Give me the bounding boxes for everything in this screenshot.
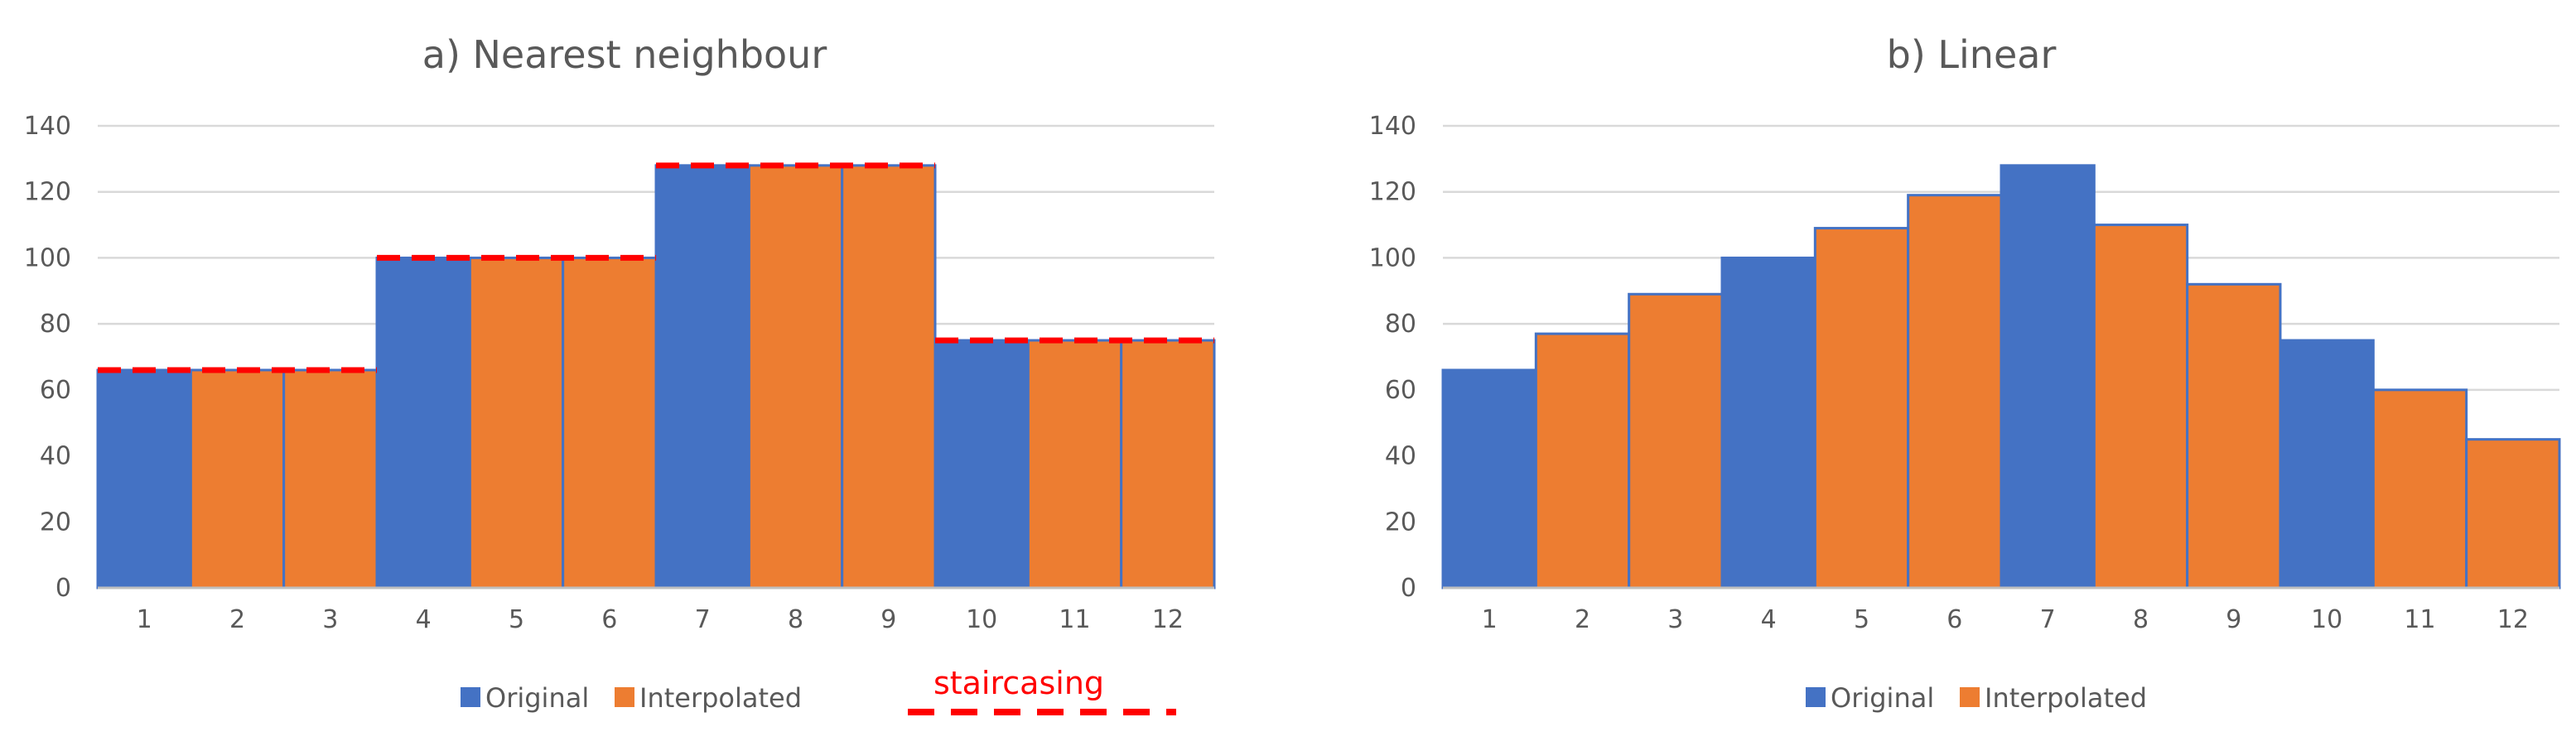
bar-original	[1720, 256, 1816, 590]
bar-interpolated	[562, 256, 658, 590]
chart-title: b) Linear	[1887, 32, 2057, 77]
y-tick-label: 140	[1369, 112, 1416, 141]
bar-original	[96, 368, 192, 590]
bar-interpolated	[2371, 388, 2468, 590]
bar-original	[654, 164, 750, 590]
x-tick-label: 10	[966, 605, 997, 634]
bar-interpolated	[1120, 339, 1216, 590]
y-tick-label: 80	[1385, 310, 1416, 339]
y-tick-label: 20	[40, 508, 71, 537]
x-tick-label: 3	[322, 605, 338, 634]
chart-legend: Original Interpolated	[461, 682, 802, 714]
bar-interpolated	[282, 368, 379, 590]
x-tick-label: 7	[695, 605, 711, 634]
bar-interpolated	[841, 164, 937, 590]
y-tick-label: 80	[40, 310, 71, 339]
staircasing-label: staircasing	[933, 665, 1104, 701]
bar-original	[933, 339, 1030, 590]
y-tick-label: 40	[40, 442, 71, 471]
legend-swatch-original	[461, 687, 480, 707]
y-tick-label: 140	[24, 112, 71, 141]
x-tick-label: 8	[788, 605, 803, 634]
staircasing-annotation: staircasing	[908, 665, 1176, 715]
legend-label-interpolated: Interpolated	[639, 682, 802, 714]
x-tick-label: 2	[229, 605, 245, 634]
bar-interpolated	[1628, 292, 1724, 590]
chart-legend: Original Interpolated	[1806, 682, 2147, 714]
y-tick-label: 0	[55, 574, 71, 603]
bar-interpolated	[2186, 282, 2282, 590]
y-tick-label: 60	[40, 376, 71, 405]
x-tick-label: 4	[416, 605, 432, 634]
bar-original	[1441, 368, 1537, 590]
bar-interpolated	[747, 164, 844, 590]
bar-interpolated	[1534, 332, 1631, 590]
bar-interpolated	[2465, 438, 2561, 590]
bar-interpolated	[1026, 339, 1123, 590]
x-tick-label: 1	[137, 605, 152, 634]
bar-original	[2000, 164, 2096, 590]
y-tick-label: 100	[1369, 243, 1416, 272]
bar-interpolated	[468, 256, 565, 590]
y-tick-label: 60	[1385, 376, 1416, 405]
y-tick-label: 100	[24, 243, 71, 272]
legend-swatch-original	[1806, 687, 1826, 707]
x-tick-label: 12	[1152, 605, 1184, 634]
x-tick-label: 3	[1667, 605, 1683, 634]
bar-interpolated	[2092, 224, 2189, 590]
legend-label-original: Original	[1831, 682, 1934, 714]
x-tick-label: 11	[1059, 605, 1090, 634]
y-tick-label: 0	[1401, 574, 1416, 603]
x-tick-label: 12	[2497, 605, 2529, 634]
chart-title: a) Nearest neighbour	[422, 32, 827, 77]
bar-original	[375, 256, 471, 590]
x-tick-label: 6	[601, 605, 617, 634]
legend-label-interpolated: Interpolated	[1985, 682, 2147, 714]
y-tick-label: 40	[1385, 442, 1416, 471]
bar-interpolated	[1813, 227, 1910, 590]
x-tick-label: 8	[2133, 605, 2149, 634]
legend-swatch-interpolated	[615, 687, 634, 707]
y-tick-label: 20	[1385, 508, 1416, 537]
x-tick-label: 9	[880, 605, 896, 634]
legend-label-original: Original	[485, 682, 589, 714]
x-tick-label: 5	[1854, 605, 1869, 634]
bar-interpolated	[189, 368, 286, 590]
x-tick-label: 11	[2404, 605, 2435, 634]
legend-swatch-interpolated	[1960, 687, 1980, 707]
x-tick-label: 7	[2040, 605, 2056, 634]
y-tick-label: 120	[1369, 178, 1416, 207]
x-tick-label: 1	[1482, 605, 1498, 634]
x-tick-label: 2	[1575, 605, 1590, 634]
bar-interpolated	[1907, 194, 2003, 590]
x-tick-label: 6	[1946, 605, 1962, 634]
x-tick-label: 4	[1761, 605, 1777, 634]
x-tick-label: 9	[2226, 605, 2241, 634]
bar-original	[2279, 339, 2375, 590]
x-tick-label: 10	[2311, 605, 2342, 634]
y-tick-label: 120	[24, 178, 71, 207]
x-tick-label: 5	[509, 605, 524, 634]
chart-nearest-neighbour: a) Nearest neighbour 0 20 40 60 80 100 120 140 1…	[24, 32, 1216, 715]
